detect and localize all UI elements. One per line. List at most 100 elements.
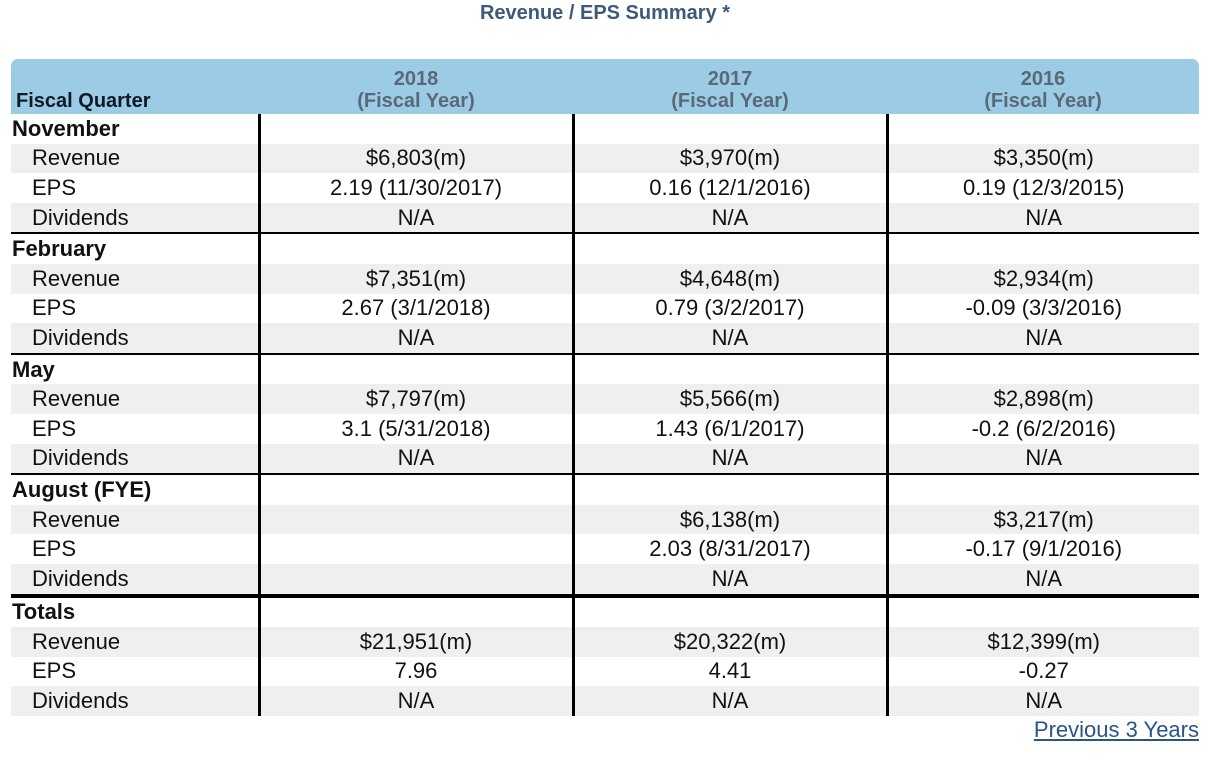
metric-value-cell: $3,217(m) [885, 504, 1199, 535]
metric-value-cell: N/A [885, 202, 1199, 235]
table-body: November Revenue $6,803(m) $3,970(m) $3,350(… [11, 114, 1199, 717]
metric-value-cell: N/A [885, 443, 1199, 476]
metric-label: Revenue [11, 504, 259, 535]
quarter-label: November [12, 115, 120, 141]
quarter-empty-cell [885, 474, 1199, 505]
quarter-empty-cell [257, 595, 573, 628]
quarter-header-row: Totals [11, 595, 1199, 628]
metric-label: Dividends [11, 563, 259, 598]
metric-value-cell: $3,970(m) [571, 143, 887, 174]
metric-value-cell [257, 563, 573, 598]
metric-label: Revenue [11, 384, 259, 414]
metric-value-cell: $4,648(m) [571, 263, 887, 294]
header-year-2016: 2016 (Fiscal Year) [887, 59, 1199, 114]
table-row: Revenue $6,803(m) $3,970(m) $3,350(m) [11, 143, 1199, 174]
metric-label: EPS [32, 658, 77, 684]
table-row: Dividends N/A N/A [11, 563, 1199, 598]
previous-3-years-link[interactable]: Previous 3 Years [1033, 717, 1199, 742]
metric-value-cell: N/A [571, 443, 887, 476]
quarter-label: February [12, 236, 107, 262]
metric-value-cell: N/A [257, 202, 573, 235]
metric-value-cell: N/A [885, 686, 1199, 717]
metric-value-cell: -0.17 (9/1/2016) [885, 534, 1199, 564]
metric-value-cell: $6,803(m) [257, 143, 573, 174]
table-row: Revenue $6,138(m) $3,217(m) [11, 504, 1199, 535]
metric-value-cell: $2,934(m) [885, 263, 1199, 294]
quarter-empty-cell [257, 233, 573, 264]
metric-value-cell: N/A [571, 323, 887, 355]
metric-value-cell: 1.43 (6/1/2017) [571, 413, 887, 444]
table-row: Revenue $7,351(m) $4,648(m) $2,934(m) [11, 263, 1199, 294]
metric-value-cell: 0.79 (3/2/2017) [571, 293, 887, 324]
metric-label: EPS [32, 415, 77, 441]
metric-label: Revenue [11, 263, 259, 294]
metric-label: EPS [32, 174, 77, 200]
table-row: EPS 2.67 (3/1/2018) 0.79 (3/2/2017) -0.09 (… [11, 293, 1199, 324]
metric-value-cell: $7,351(m) [257, 263, 573, 294]
quarter-empty-cell [257, 353, 573, 385]
table-row: EPS 2.03 (8/31/2017) -0.17 (9/1/2016) [11, 534, 1199, 564]
table-row: EPS 7.96 4.41 -0.27 [11, 656, 1199, 687]
metric-label: Dividends [11, 443, 259, 476]
metric-value-cell: N/A [571, 563, 887, 598]
metric-label: Dividends [11, 686, 259, 717]
metric-value-cell: 2.03 (8/31/2017) [571, 534, 887, 564]
quarter-empty-cell [571, 595, 887, 628]
quarter-empty-cell [571, 474, 887, 505]
metric-value-cell: N/A [257, 443, 573, 476]
metric-value-cell: $3,350(m) [885, 143, 1199, 174]
revenue-eps-table: Fiscal Quarter 2018 (Fiscal Year) 2017 (Fi… [11, 59, 1199, 717]
quarter-header-row: August (FYE) [11, 474, 1199, 505]
metric-value-cell: -0.09 (3/3/2016) [885, 293, 1199, 324]
metric-value-cell: 0.19 (12/3/2015) [885, 173, 1199, 203]
quarter-empty-cell [571, 233, 887, 264]
header-year-2018: 2018 (Fiscal Year) [259, 59, 573, 114]
metric-value-cell: N/A [257, 323, 573, 355]
quarter-header-row: February [11, 233, 1199, 264]
metric-value-cell: $2,898(m) [885, 384, 1199, 414]
table-row: Dividends N/A N/A N/A [11, 443, 1199, 476]
metric-value-cell: -0.2 (6/2/2016) [885, 413, 1199, 444]
metric-value-cell: 0.16 (12/1/2016) [571, 173, 887, 203]
metric-value-cell: $7,797(m) [257, 384, 573, 414]
header-fiscal-quarter: Fiscal Quarter [11, 59, 259, 114]
metric-value-cell: 2.19 (11/30/2017) [257, 173, 573, 203]
table-row: Revenue $7,797(m) $5,566(m) $2,898(m) [11, 384, 1199, 414]
metric-value-cell: $21,951(m) [257, 627, 573, 657]
metric-value-cell: $20,322(m) [571, 627, 887, 657]
metric-value-cell: 7.96 [257, 656, 573, 687]
metric-value-cell: 3.1 (5/31/2018) [257, 413, 573, 444]
table-header-row: Fiscal Quarter 2018 (Fiscal Year) 2017 (Fi… [11, 59, 1199, 114]
table-row: Dividends N/A N/A N/A [11, 323, 1199, 355]
table-row: EPS 2.19 (11/30/2017) 0.16 (12/1/2016) 0.19… [11, 173, 1199, 203]
quarter-header-row: May [11, 353, 1199, 385]
quarter-empty-cell [571, 114, 887, 144]
quarter-empty-cell [885, 353, 1199, 385]
quarter-label: Totals [12, 599, 76, 625]
page-title: Revenue / EPS Summary * [479, 2, 731, 24]
table-row: Revenue $21,951(m) $20,322(m) $12,399(m) [11, 627, 1199, 657]
metric-label: EPS [32, 536, 77, 562]
quarter-empty-cell [257, 474, 573, 505]
metric-value-cell: -0.27 [885, 656, 1199, 687]
header-year-2017: 2017 (Fiscal Year) [573, 59, 887, 114]
metric-value-cell: N/A [885, 563, 1199, 598]
quarter-label: May [12, 356, 55, 382]
metric-value-cell: N/A [571, 202, 887, 235]
metric-value-cell: 4.41 [571, 656, 887, 687]
metric-value-cell: $5,566(m) [571, 384, 887, 414]
metric-value-cell [257, 534, 573, 564]
quarter-label: August (FYE) [12, 476, 152, 502]
table-row: EPS 3.1 (5/31/2018) 1.43 (6/1/2017) -0.2 (6… [11, 413, 1199, 444]
summary-table-container: Fiscal Quarter 2018 (Fiscal Year) 2017 (Fi… [11, 59, 1199, 717]
metric-label: Dividends [11, 323, 259, 355]
metric-value-cell [257, 504, 573, 535]
metric-label: Revenue [11, 143, 259, 174]
metric-value-cell: N/A [885, 323, 1199, 355]
quarter-header-row: November [11, 114, 1199, 144]
metric-label: Revenue [11, 627, 259, 657]
quarter-empty-cell [571, 353, 887, 385]
metric-value-cell: N/A [571, 686, 887, 717]
table-row: Dividends N/A N/A N/A [11, 686, 1199, 717]
table-row: Dividends N/A N/A N/A [11, 202, 1199, 235]
